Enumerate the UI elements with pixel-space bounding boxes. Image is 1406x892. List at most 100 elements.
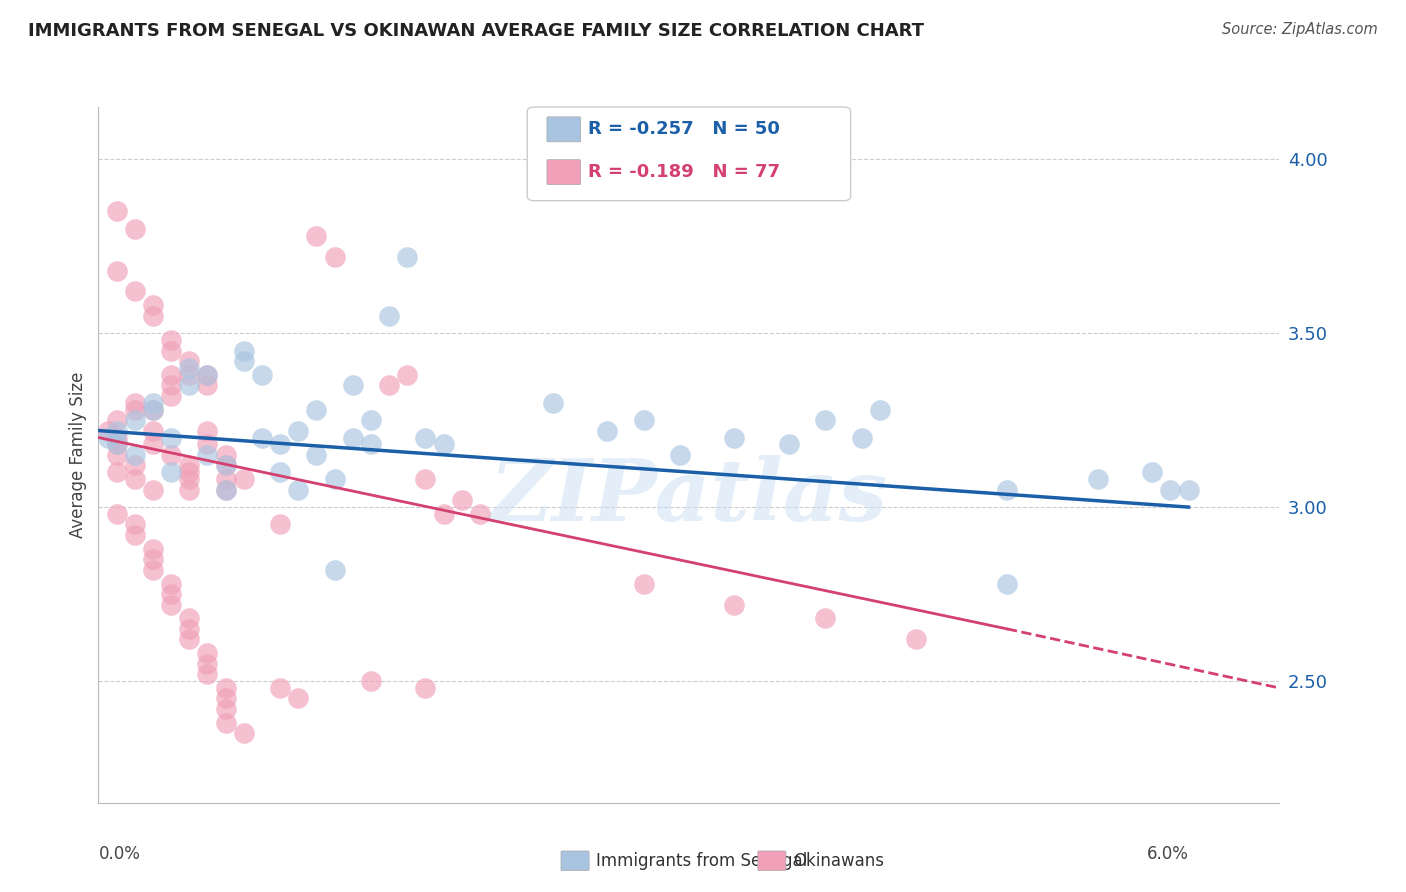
Point: [105, 437, 128, 451]
Point: [415, 430, 437, 444]
Point: [995, 576, 1018, 591]
Text: 0.0%: 0.0%: [98, 845, 141, 863]
Point: [142, 402, 165, 417]
Point: [179, 368, 201, 382]
Text: Immigrants from Senegal: Immigrants from Senegal: [596, 852, 807, 870]
Point: [142, 402, 165, 417]
Point: [179, 622, 201, 636]
Point: [214, 483, 236, 497]
Point: [323, 563, 346, 577]
Point: [197, 667, 219, 681]
Point: [1142, 465, 1164, 479]
Point: [396, 368, 419, 382]
Point: [142, 298, 165, 312]
Point: [105, 465, 128, 479]
Point: [269, 517, 291, 532]
Point: [179, 378, 201, 392]
Point: [1159, 483, 1181, 497]
Point: [269, 437, 291, 451]
Point: [287, 691, 309, 706]
Point: [214, 691, 236, 706]
Point: [360, 437, 382, 451]
Point: [142, 563, 165, 577]
Point: [124, 396, 146, 410]
Point: [179, 611, 201, 625]
Point: [124, 528, 146, 542]
Point: [232, 354, 254, 368]
Point: [160, 448, 183, 462]
Point: [179, 632, 201, 647]
Point: [124, 458, 146, 473]
Text: ZIPatlas: ZIPatlas: [489, 455, 889, 539]
Point: [214, 448, 236, 462]
Point: [142, 424, 165, 438]
Point: [851, 430, 873, 444]
Point: [124, 285, 146, 299]
Point: [778, 437, 800, 451]
Point: [378, 309, 401, 323]
Point: [142, 552, 165, 566]
Point: [179, 354, 201, 368]
Point: [105, 448, 128, 462]
Text: Okinawans: Okinawans: [793, 852, 884, 870]
Point: [305, 402, 328, 417]
Point: [142, 483, 165, 497]
Point: [287, 424, 309, 438]
Point: [142, 437, 165, 451]
Point: [160, 343, 183, 358]
Point: [323, 472, 346, 486]
Text: R = -0.257   N = 50: R = -0.257 N = 50: [588, 120, 779, 138]
Point: [214, 458, 236, 473]
Point: [142, 541, 165, 556]
Point: [197, 646, 219, 660]
Point: [160, 587, 183, 601]
Point: [160, 378, 183, 392]
Point: [124, 448, 146, 462]
Point: [433, 437, 456, 451]
Point: [723, 598, 745, 612]
Point: [360, 413, 382, 427]
Point: [160, 576, 183, 591]
Y-axis label: Average Family Size: Average Family Size: [69, 372, 87, 538]
Point: [596, 424, 619, 438]
Point: [360, 673, 382, 688]
Point: [250, 430, 273, 444]
Point: [214, 458, 236, 473]
Point: [305, 228, 328, 243]
Point: [197, 424, 219, 438]
Point: [214, 472, 236, 486]
Point: [105, 204, 128, 219]
Point: [197, 437, 219, 451]
Point: [433, 507, 456, 521]
Point: [869, 402, 891, 417]
Point: [124, 517, 146, 532]
Point: [179, 472, 201, 486]
Point: [179, 465, 201, 479]
Point: [905, 632, 928, 647]
Point: [415, 681, 437, 695]
Point: [541, 396, 564, 410]
Point: [160, 368, 183, 382]
Point: [160, 465, 183, 479]
Point: [995, 483, 1018, 497]
Point: [124, 222, 146, 236]
Point: [415, 472, 437, 486]
Point: [232, 726, 254, 740]
Point: [160, 430, 183, 444]
Point: [250, 368, 273, 382]
Point: [124, 472, 146, 486]
Point: [179, 361, 201, 376]
Point: [342, 378, 364, 392]
Point: [105, 507, 128, 521]
Point: [814, 413, 837, 427]
Point: [287, 483, 309, 497]
Point: [142, 309, 165, 323]
Text: R = -0.189   N = 77: R = -0.189 N = 77: [588, 163, 780, 181]
Point: [124, 413, 146, 427]
Point: [396, 250, 419, 264]
Point: [232, 343, 254, 358]
Point: [450, 493, 472, 508]
Point: [814, 611, 837, 625]
Point: [197, 368, 219, 382]
Point: [105, 263, 128, 277]
